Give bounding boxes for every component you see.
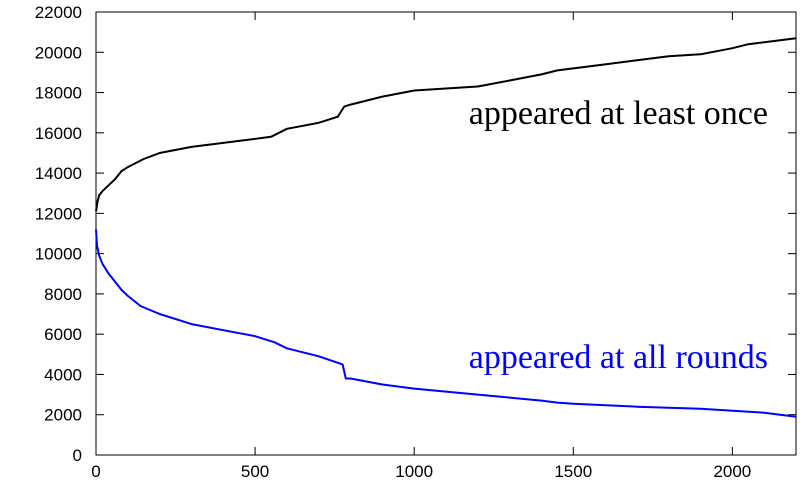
x-axis: 0 500 1000 1500 2000: [91, 12, 751, 481]
series-lines: [95, 37, 797, 418]
y-tick-label: 6000: [44, 325, 82, 344]
y-tick-label: 20000: [35, 43, 82, 62]
y-tick-label: 0: [73, 446, 82, 465]
plot-frame: [95, 11, 797, 456]
x-tick-label: 2000: [713, 462, 751, 481]
plot-border: [95, 11, 797, 456]
y-tick-label: 10000: [35, 245, 82, 264]
y-tick-label: 14000: [35, 164, 82, 183]
series-line-appeared-at-least-once: [95, 37, 797, 212]
x-tick-label: 0: [91, 462, 100, 481]
y-tick-label: 18000: [35, 84, 82, 103]
series-line-appeared-at-all-rounds: [95, 229, 797, 418]
y-axis: 0 2000 4000 6000 8000 10000 12000 14000 16000 180…: [35, 3, 796, 465]
y-tick-label: 2000: [44, 406, 82, 425]
series-label-appeared-at-all-rounds: appeared at all rounds: [469, 339, 768, 376]
series-label-appeared-at-least-once: appeared at least once: [469, 95, 768, 132]
x-tick-label: 500: [241, 462, 269, 481]
y-tick-label: 12000: [35, 204, 82, 223]
legend: appeared at least once appeared at all r…: [469, 95, 768, 376]
y-tick-label: 4000: [44, 365, 82, 384]
y-tick-label: 22000: [35, 3, 82, 22]
x-tick-label: 1500: [554, 462, 592, 481]
y-tick-label: 16000: [35, 124, 82, 143]
y-tick-label: 8000: [44, 285, 82, 304]
x-tick-label: 1000: [395, 462, 433, 481]
